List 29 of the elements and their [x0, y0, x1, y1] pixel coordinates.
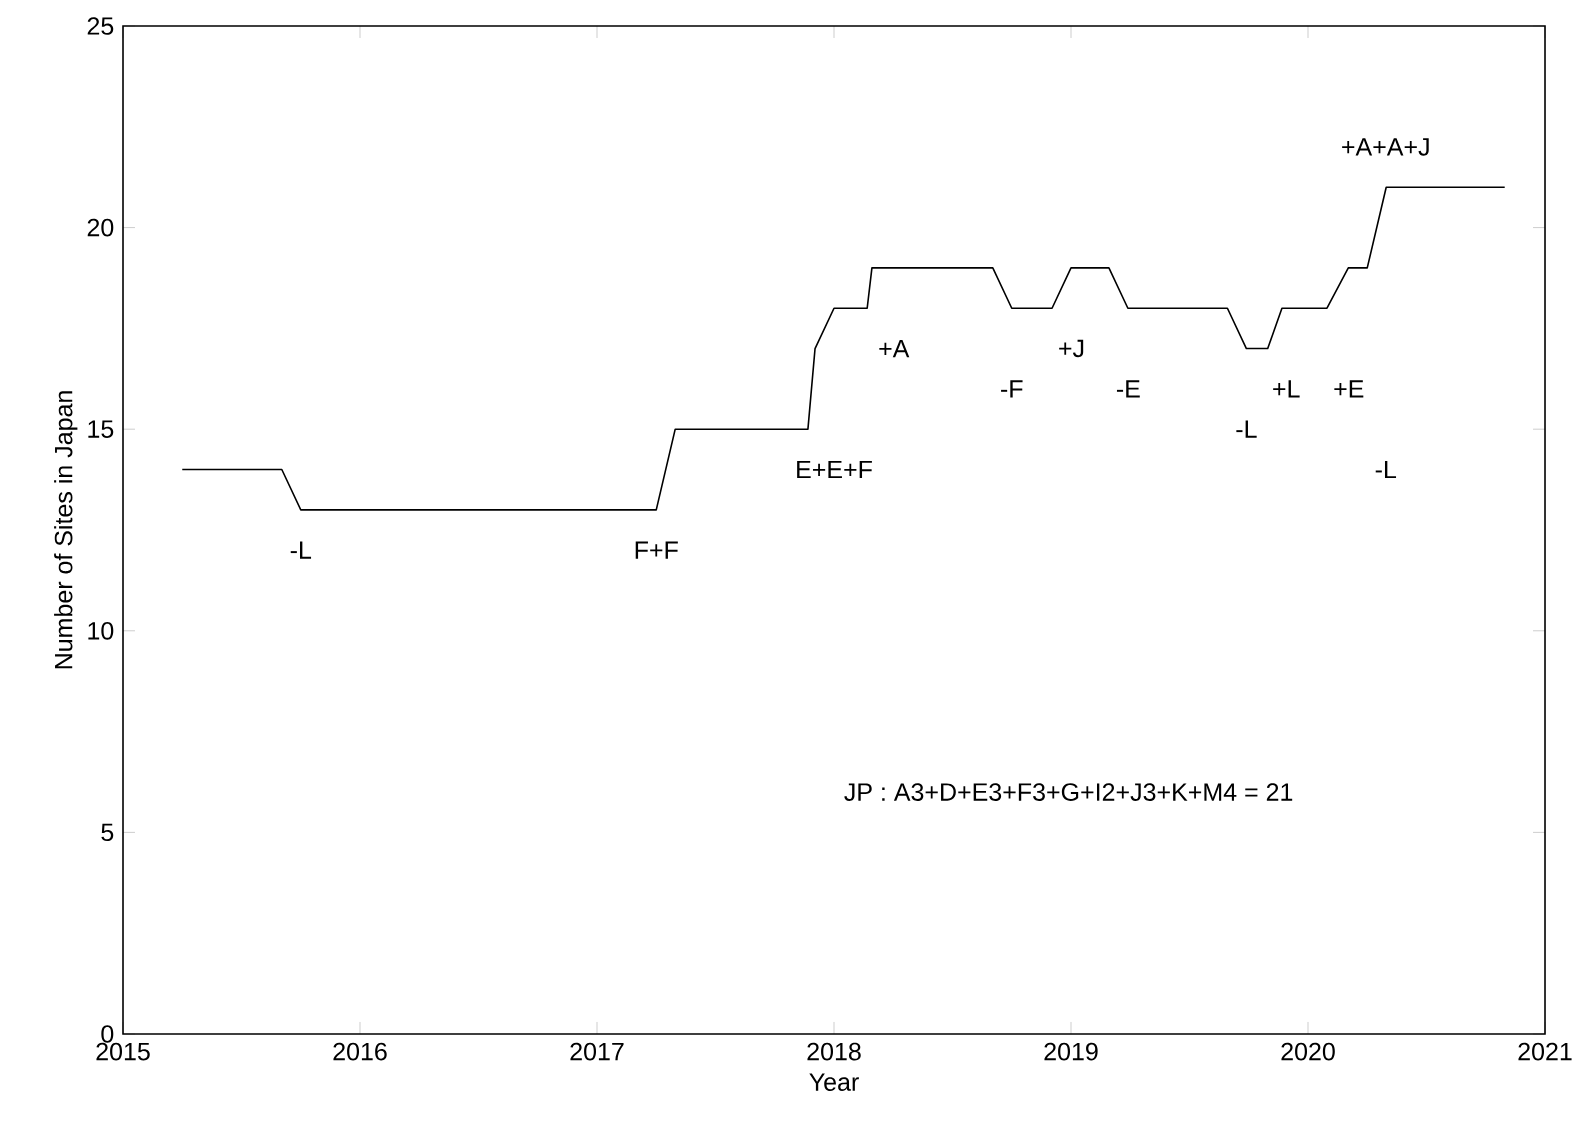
y-axis-title: Number of Sites in Japan [54, 391, 78, 669]
x-tick-label: 2018 [807, 1042, 861, 1061]
y-tick-label: 5 [101, 823, 114, 842]
y-tick-label: 25 [87, 17, 114, 35]
y-tick-label: 0 [101, 1025, 114, 1043]
x-tick-label: 2016 [333, 1042, 387, 1061]
annotation: E+E+F [797, 460, 872, 479]
y-tick-label: 20 [87, 218, 114, 237]
x-tick-label: 2021 [1518, 1042, 1572, 1061]
y-tick-label: 10 [88, 621, 114, 640]
annotation: -L [290, 541, 312, 559]
line-series [181, 186, 1506, 511]
x-axis-title: Year [809, 1073, 859, 1091]
annotation: -L [1236, 420, 1257, 438]
annotation: F+F [635, 541, 678, 559]
annotation: JP : A3+D+E3+F3+G+I2+J3+K+M4 = 21 [844, 783, 1293, 801]
annotation: -L [1375, 460, 1397, 479]
x-tick-label: 2019 [1044, 1042, 1098, 1061]
x-tick-label: 2015 [96, 1042, 150, 1061]
annotation: +J [1059, 339, 1084, 358]
annotation: +A+A+J [1342, 138, 1429, 156]
annotation: +A [879, 339, 910, 358]
annotation: +L [1273, 380, 1300, 398]
x-tick-label: 2017 [570, 1042, 624, 1061]
y-tick-label: 15 [88, 420, 114, 438]
annotation: +E [1334, 380, 1364, 398]
annotation: -E [1116, 380, 1140, 398]
x-tick-label: 2020 [1281, 1042, 1335, 1061]
annotation: -F [1001, 380, 1023, 398]
